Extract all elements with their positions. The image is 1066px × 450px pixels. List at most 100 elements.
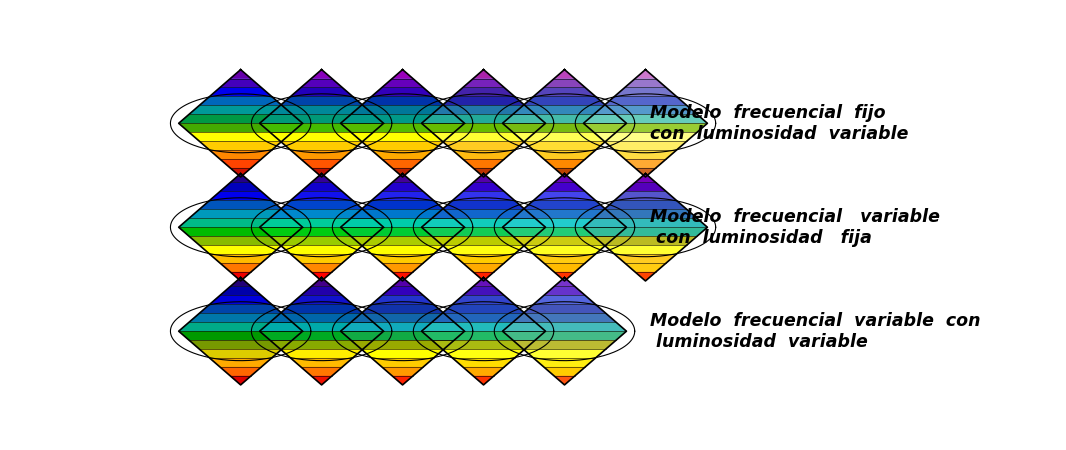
Polygon shape [301,79,342,87]
Polygon shape [210,150,272,159]
Polygon shape [392,376,413,385]
Polygon shape [513,236,616,245]
Polygon shape [341,322,465,331]
Polygon shape [382,79,423,87]
Polygon shape [382,183,423,191]
Polygon shape [372,191,434,200]
Polygon shape [432,105,535,114]
Polygon shape [473,376,494,385]
Polygon shape [625,183,666,191]
Polygon shape [523,304,605,313]
Polygon shape [199,304,281,313]
Polygon shape [361,96,443,105]
Polygon shape [523,349,605,358]
Polygon shape [594,105,697,114]
Polygon shape [372,254,434,263]
Polygon shape [432,236,535,245]
Polygon shape [199,141,281,150]
Polygon shape [463,159,504,168]
Polygon shape [270,313,373,322]
Polygon shape [179,123,303,132]
Polygon shape [442,304,524,313]
Polygon shape [544,287,585,295]
Polygon shape [502,123,627,132]
Polygon shape [463,287,504,295]
Text: Modelo  frecuencial  fijo
con  luminosidad  variable: Modelo frecuencial fijo con luminosidad … [649,104,908,143]
Polygon shape [635,272,656,281]
Polygon shape [442,349,524,358]
Polygon shape [604,96,687,105]
Polygon shape [635,70,656,79]
Polygon shape [189,209,292,218]
Polygon shape [260,322,384,331]
Polygon shape [453,191,515,200]
Polygon shape [432,313,535,322]
Polygon shape [502,227,627,236]
Polygon shape [189,313,292,322]
Polygon shape [392,168,413,177]
Polygon shape [351,209,454,218]
Polygon shape [179,218,303,227]
Polygon shape [421,218,546,227]
Polygon shape [260,227,384,236]
Polygon shape [230,278,251,287]
Polygon shape [502,114,627,123]
Polygon shape [311,168,332,177]
Polygon shape [635,174,656,183]
Polygon shape [230,168,251,177]
Polygon shape [463,79,504,87]
Polygon shape [432,209,535,218]
Polygon shape [453,254,515,263]
Polygon shape [341,123,465,132]
Polygon shape [189,132,292,141]
Polygon shape [502,322,627,331]
Polygon shape [442,96,524,105]
Polygon shape [199,245,281,254]
Text: Modelo  frecuencial  variable  con
 luminosidad  variable: Modelo frecuencial variable con luminosi… [649,312,980,351]
Polygon shape [351,105,454,114]
Polygon shape [625,79,666,87]
Polygon shape [614,150,677,159]
Polygon shape [230,272,251,281]
Polygon shape [220,183,261,191]
Polygon shape [372,87,434,96]
Polygon shape [210,87,272,96]
Polygon shape [421,114,546,123]
Polygon shape [533,191,596,200]
Polygon shape [635,168,656,177]
Polygon shape [583,114,708,123]
Polygon shape [179,322,303,331]
Polygon shape [361,349,443,358]
Polygon shape [199,349,281,358]
Polygon shape [392,174,413,183]
Polygon shape [311,376,332,385]
Polygon shape [260,218,384,227]
Polygon shape [291,254,353,263]
Polygon shape [554,278,575,287]
Text: Modelo  frecuencial   variable
 con  luminosidad   fija: Modelo frecuencial variable con luminosi… [649,208,939,247]
Polygon shape [351,132,454,141]
Polygon shape [230,174,251,183]
Polygon shape [311,70,332,79]
Polygon shape [583,123,708,132]
Polygon shape [594,209,697,218]
Polygon shape [220,79,261,87]
Polygon shape [625,159,666,168]
Polygon shape [502,331,627,340]
Polygon shape [421,331,546,340]
Polygon shape [361,245,443,254]
Polygon shape [453,295,515,304]
Polygon shape [260,331,384,340]
Polygon shape [382,263,423,272]
Polygon shape [199,200,281,209]
Polygon shape [361,304,443,313]
Polygon shape [442,245,524,254]
Polygon shape [544,79,585,87]
Polygon shape [280,200,362,209]
Polygon shape [210,254,272,263]
Polygon shape [280,96,362,105]
Polygon shape [361,141,443,150]
Polygon shape [270,340,373,349]
Polygon shape [583,218,708,227]
Polygon shape [594,236,697,245]
